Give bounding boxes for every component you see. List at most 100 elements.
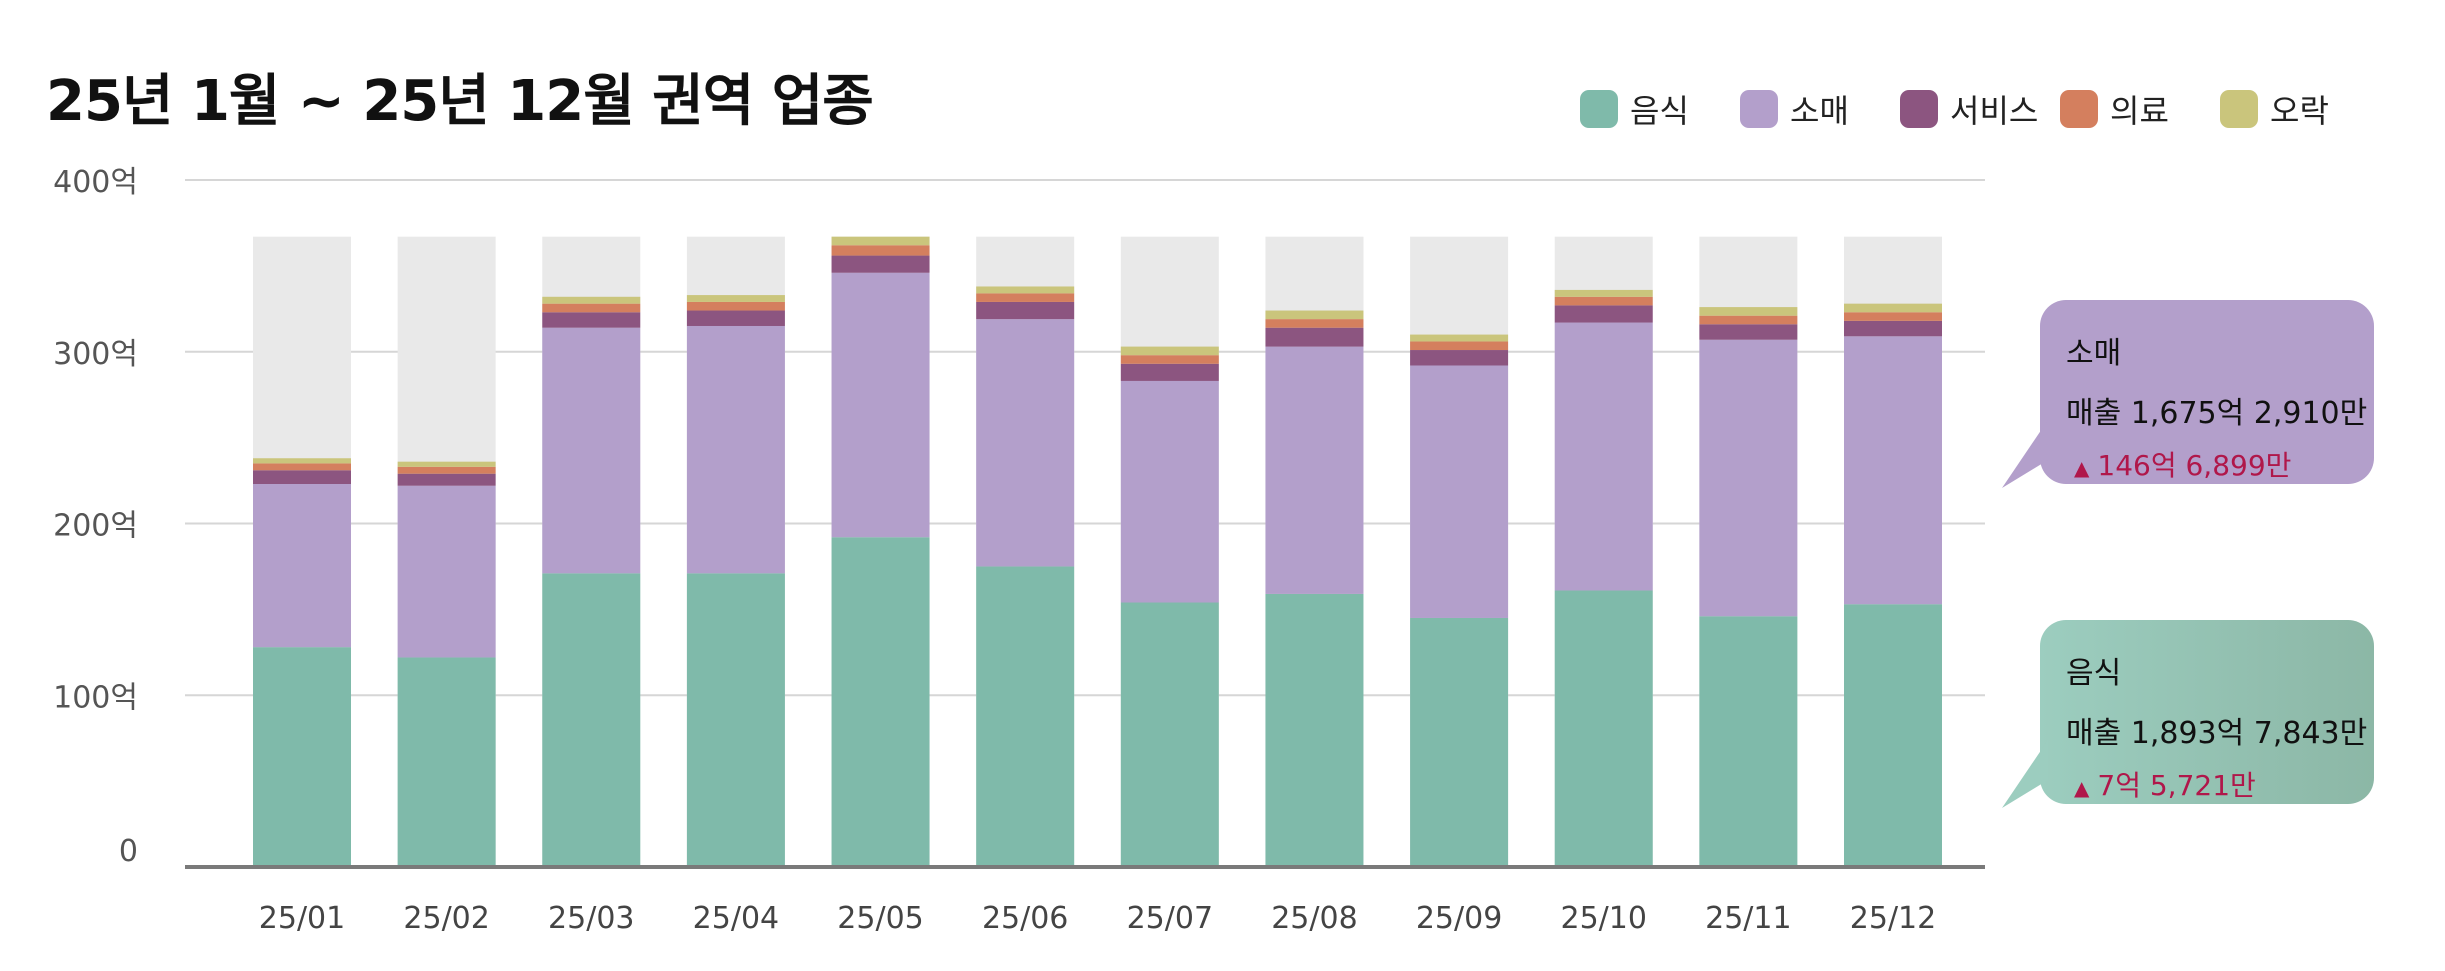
- x-tick-label: 25/06: [982, 901, 1068, 936]
- bar-segment-leisure: [1265, 310, 1364, 320]
- tooltip-retail-tail: [2002, 420, 2048, 488]
- bar-segment-service: [831, 255, 930, 273]
- tooltip-retail-sales: 매출 1,675억 2,910만: [2066, 396, 2368, 431]
- bar-segment-medical: [1120, 355, 1219, 364]
- tooltip-food-change-value: 7억 5,721만: [2097, 769, 2256, 802]
- bar-segment-retail: [1554, 322, 1653, 591]
- y-tick-label: 0: [119, 834, 138, 869]
- bar-segment-service: [1410, 350, 1509, 366]
- legend-swatch-medical: [2060, 90, 2098, 128]
- bar-segment-food: [1844, 604, 1942, 867]
- bar-segment-medical: [831, 245, 930, 256]
- tooltip-retail-name: 소매: [2066, 336, 2122, 371]
- legend-swatch-retail: [1740, 90, 1778, 128]
- bar-segment-food: [542, 573, 641, 867]
- bar-segment-leisure: [831, 236, 930, 246]
- bar-segment-service: [1265, 327, 1364, 347]
- legend-item-medical[interactable]: 의료: [2060, 86, 2220, 132]
- bar-segment-leisure: [976, 286, 1075, 294]
- bar-segment-food: [1120, 602, 1219, 867]
- bar-segment-retail: [976, 319, 1075, 567]
- bar-segment-food: [397, 657, 496, 867]
- bar-segment-food: [831, 537, 930, 867]
- bar-segment-retail: [831, 272, 930, 538]
- tooltip-food-name: 음식: [2066, 656, 2122, 691]
- tooltip-food-change: ▲ 7억 5,721만: [2066, 764, 2348, 804]
- bar-segment-food: [253, 647, 351, 867]
- bar-segment-service: [1844, 320, 1942, 337]
- bar-segment-leisure: [1844, 303, 1942, 313]
- bar-segment-service: [253, 470, 351, 484]
- tooltip-retail-change: ▲ 146억 6,899만: [2066, 444, 2348, 484]
- x-tick-label: 25/10: [1560, 901, 1646, 936]
- legend-item-leisure[interactable]: 오락: [2220, 86, 2350, 132]
- bar-segment-food: [1410, 617, 1509, 867]
- bar-segment-leisure: [542, 296, 641, 304]
- chart-legend: 음식 소매 서비스 의료 오락: [1580, 86, 2350, 132]
- bar-segment-medical: [976, 293, 1075, 302]
- increase-arrow-icon: ▲: [2074, 456, 2090, 480]
- bar-segment-food: [686, 573, 785, 867]
- x-tick-label: 25/12: [1850, 901, 1936, 936]
- legend-item-retail[interactable]: 소매: [1740, 86, 1900, 132]
- bar-segment-leisure: [1554, 289, 1653, 297]
- bar-segment-medical: [1554, 296, 1653, 306]
- legend-item-food[interactable]: 음식: [1580, 86, 1740, 132]
- bar-segment-medical: [542, 303, 641, 313]
- bar-segment-medical: [1410, 341, 1509, 351]
- bar-segment-retail: [686, 325, 785, 574]
- tooltip-food-tail: [2002, 740, 2048, 808]
- bar-segment-service: [1120, 363, 1219, 381]
- bar-segment-leisure: [1120, 346, 1219, 356]
- bar-segment-food: [1265, 593, 1364, 867]
- chart-title: 25년 1월 ~ 25년 12월 권역 업종: [46, 69, 874, 134]
- legend-item-service[interactable]: 서비스: [1900, 86, 2060, 132]
- bar-segment-leisure: [1410, 334, 1509, 342]
- bar-segment-food: [1554, 590, 1653, 867]
- bar-segment-retail: [253, 483, 351, 648]
- bar-segment-medical: [253, 463, 351, 471]
- bar-segment-leisure: [253, 458, 351, 464]
- x-tick-label: 25/01: [259, 901, 345, 936]
- x-tick-label: 25/02: [403, 901, 489, 936]
- bar-segment-retail: [1120, 380, 1219, 603]
- x-tick-label: 25/07: [1127, 901, 1213, 936]
- increase-arrow-icon: ▲: [2074, 776, 2090, 800]
- tooltip-retail: 소매 매출 1,675억 2,910만 ▲ 146억 6,899만: [2040, 300, 2374, 484]
- legend-label-leisure: 오락: [2270, 92, 2329, 130]
- legend-label-service: 서비스: [1950, 92, 2039, 130]
- tooltip-retail-change-value: 146억 6,899만: [2097, 449, 2292, 482]
- legend-swatch-food: [1580, 90, 1618, 128]
- x-tick-label: 25/03: [548, 901, 634, 936]
- bar-segment-medical: [686, 301, 785, 311]
- x-tick-label: 25/08: [1271, 901, 1357, 936]
- bar-segment-leisure: [1699, 307, 1798, 316]
- bar-segment-retail: [1265, 346, 1364, 594]
- bar-segment-medical: [1844, 312, 1942, 321]
- x-tick-label: 25/05: [837, 901, 923, 936]
- bar-segment-leisure: [686, 295, 785, 302]
- bar-segment-service: [397, 473, 496, 486]
- bar-segment-medical: [1699, 315, 1798, 325]
- y-tick-label: 100억: [53, 680, 138, 715]
- bar-segment-retail: [1844, 336, 1942, 605]
- bar-segment-medical: [1265, 319, 1364, 328]
- legend-swatch-leisure: [2220, 90, 2258, 128]
- bar-segment-retail: [1410, 365, 1509, 618]
- legend-label-retail: 소매: [1790, 92, 1849, 130]
- bar-segment-food: [976, 566, 1075, 867]
- bar-segment-service: [542, 312, 641, 328]
- x-tick-label: 25/11: [1705, 901, 1791, 936]
- bar-segment-retail: [397, 485, 496, 658]
- bar-segment-service: [686, 310, 785, 326]
- bar-segment-service: [976, 301, 1075, 320]
- y-tick-label: 200억: [53, 509, 138, 544]
- tooltip-food: 음식 매출 1,893억 7,843만 ▲ 7억 5,721만: [2040, 620, 2374, 804]
- x-tick-label: 25/09: [1416, 901, 1502, 936]
- tooltip-food-sales: 매출 1,893억 7,843만: [2066, 716, 2368, 751]
- bar-segment-retail: [1699, 339, 1798, 617]
- y-tick-label: 300억: [53, 337, 138, 372]
- legend-label-food: 음식: [1630, 92, 1689, 130]
- legend-swatch-service: [1900, 90, 1938, 128]
